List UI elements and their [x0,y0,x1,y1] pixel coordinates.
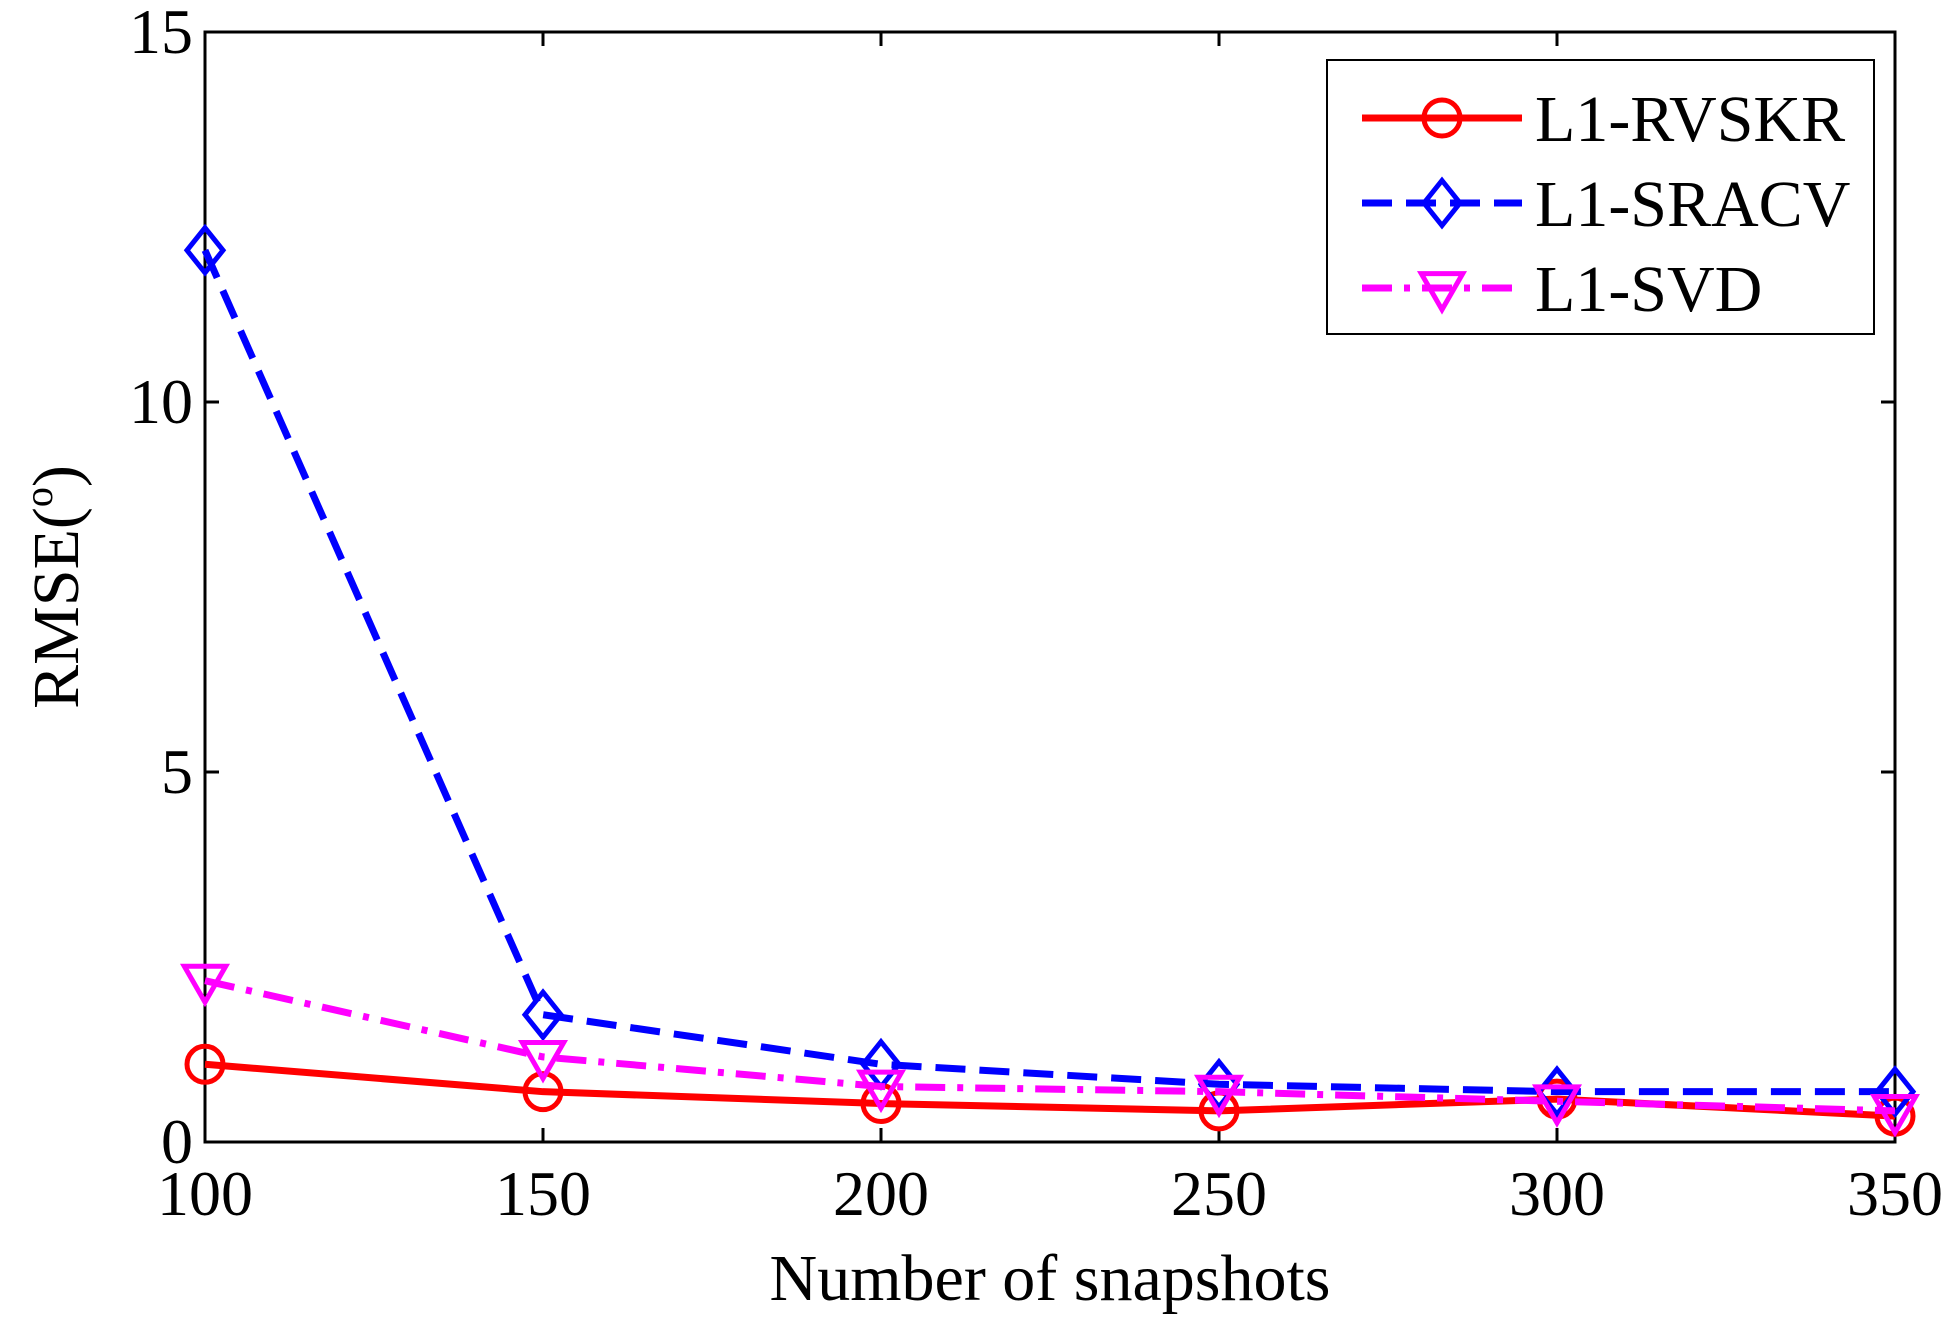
y-tick-label: 15 [129,0,193,67]
series-l1-sracv [183,223,1917,1119]
data-point-l1-rvskr [184,1043,226,1085]
y-tick-label: 5 [161,736,193,807]
data-point-l1-svd [1531,1084,1583,1128]
data-point-l1-sracv [183,223,227,277]
x-tick-label: 350 [1847,1158,1943,1229]
series-layer [179,223,1921,1138]
legend-marker-l1-rvskr [1421,97,1463,139]
data-point-l1-svd [1193,1074,1245,1119]
x-tick-label: 250 [1171,1158,1267,1229]
series-line-l1-svd [204,977,1896,1115]
x-tick-label: 150 [495,1158,591,1229]
data-point-l1-svd [1869,1094,1921,1138]
series-l1-svd [179,963,1921,1138]
series-line-l1-rvskr [204,1060,1896,1120]
legend-box [1326,59,1875,335]
legend-label-l1-rvskr: L1-RVSKR [1535,83,1845,156]
legend-label-l1-svd: L1-SVD [1535,253,1762,326]
legend-item-l1-svd: L1-SVD [1362,253,1762,326]
data-point-l1-sracv [1873,1065,1917,1119]
data-point-l1-svd [517,1040,569,1084]
legend-item-l1-rvskr: L1-RVSKR [1362,83,1845,156]
legend-label-l1-sracv: L1-SRACV [1535,168,1850,241]
y-tick-label: 0 [161,1106,193,1177]
data-point-l1-svd [179,963,231,1008]
data-point-l1-svd [855,1069,907,1114]
y-axis-label: RMSE(o) [16,465,93,709]
x-tick-label: 200 [833,1158,929,1229]
y-axis-label-close: ) [20,465,93,487]
legend-items: L1-RVSKR L1-SRACV L1-SVD [1362,83,1850,326]
x-tick-label: 100 [157,1158,253,1229]
y-axis-label-main: RMSE( [20,507,93,709]
x-tick-label: 300 [1509,1158,1605,1229]
legend-marker-l1-svd [1416,271,1468,315]
legend-marker-l1-sracv [1420,176,1464,230]
series-line-l1-sracv [201,248,1895,1096]
y-axis-label-superscript: o [16,487,61,507]
data-point-l1-sracv [1535,1065,1579,1119]
tick-labels: 100 150 200 250 300 350 0 5 10 15 [129,0,1943,1229]
data-point-l1-sracv [521,988,565,1042]
legend-item-l1-sracv: L1-SRACV [1362,168,1850,241]
x-axis-label: Number of snapshots [770,1242,1331,1315]
legend: L1-RVSKR L1-SRACV L1-SVD [1326,59,1875,335]
y-tick-label: 10 [129,366,193,437]
